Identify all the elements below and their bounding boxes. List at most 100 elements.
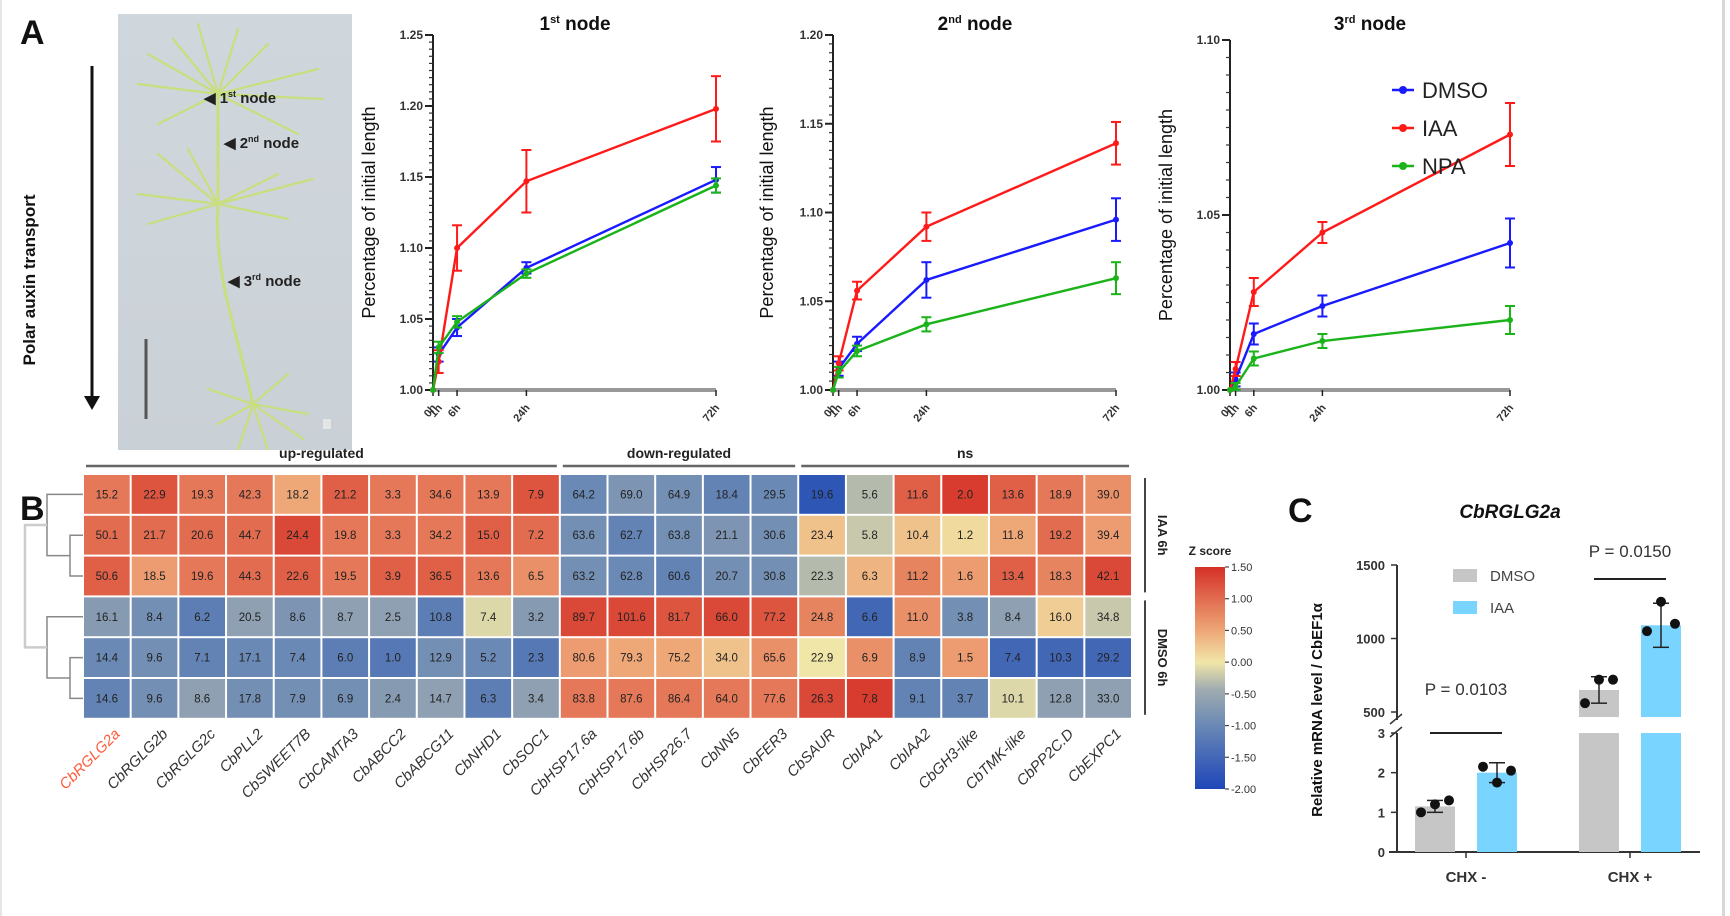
heatmap-cell bbox=[846, 597, 893, 637]
heatmap-cell bbox=[131, 556, 178, 596]
heatmap-cell-value: 19.2 bbox=[1049, 530, 1071, 542]
heatmap-cell bbox=[513, 597, 559, 637]
bar-x-tick-label: CHX + bbox=[1608, 869, 1653, 886]
heatmap-cell-value: 65.6 bbox=[763, 653, 785, 665]
heatmap-cell-value: 101.6 bbox=[617, 612, 646, 624]
node3-point-iaa bbox=[1250, 289, 1257, 295]
heatmap-cell-value: 8.6 bbox=[290, 612, 306, 624]
heatmap-cell bbox=[751, 556, 798, 596]
node1-number: 1 bbox=[219, 90, 229, 107]
node1-point-iaa bbox=[523, 178, 530, 185]
bar-legend-swatch-dmso bbox=[1453, 569, 1477, 582]
heatmap-cell-value: 9.6 bbox=[147, 693, 163, 705]
heatmap-cell-value: 34.0 bbox=[716, 653, 738, 665]
heatmap-cell bbox=[894, 679, 941, 718]
heatmap-cell-value: 10.3 bbox=[1049, 653, 1071, 665]
heatmap-cell bbox=[989, 679, 1036, 718]
heatmap-cell bbox=[1037, 515, 1084, 555]
node3-point-npa bbox=[1507, 317, 1513, 323]
heatmap-cell-value: 6.5 bbox=[528, 571, 544, 583]
heatmap-cell bbox=[513, 515, 559, 555]
node3-text: node bbox=[265, 273, 302, 290]
heatmap-cell-value: 9.6 bbox=[147, 653, 163, 665]
heatmap-cell bbox=[1037, 556, 1084, 596]
heatmap-cell bbox=[703, 638, 750, 677]
node2-ylabel: Percentage of initial length bbox=[757, 106, 777, 318]
heatmap-cell bbox=[608, 475, 655, 514]
bar-data-point bbox=[1608, 674, 1618, 685]
bar-y-tick-label: 3 bbox=[1378, 726, 1385, 741]
heatmap-cell bbox=[799, 475, 845, 514]
heatmap-cell bbox=[1085, 475, 1131, 514]
node3-number: 3 bbox=[243, 273, 253, 290]
heatmap-cell bbox=[465, 597, 512, 637]
heatmap-cell bbox=[131, 679, 178, 718]
heatmap-cell bbox=[131, 597, 178, 637]
heatmap-cell bbox=[179, 679, 226, 718]
node2-y-tick-label: 1.20 bbox=[800, 28, 824, 42]
left-border bbox=[0, 0, 2, 916]
node2-point-npa bbox=[830, 387, 836, 393]
heatmap-cell bbox=[417, 679, 464, 718]
heatmap-cell bbox=[846, 556, 893, 596]
p-value-annotation: P = 0.0150 bbox=[1589, 542, 1671, 561]
heatmap-cell bbox=[370, 597, 416, 637]
heatmap-cell-value: 12.9 bbox=[429, 653, 451, 665]
heatmap-cell-value: 81.7 bbox=[668, 612, 690, 624]
heatmap-cell-value: 1.5 bbox=[957, 653, 973, 665]
heatmap-cell-value: 30.8 bbox=[763, 571, 785, 583]
heatmap-cell-value: 10.1 bbox=[1002, 693, 1024, 705]
heatmap-cell-value: 15.0 bbox=[477, 530, 499, 542]
heatmap-cell-value: 6.3 bbox=[862, 571, 878, 583]
heatmap-cell bbox=[989, 638, 1036, 677]
heatmap-cell-value: 83.8 bbox=[572, 693, 594, 705]
heatmap-cell bbox=[608, 597, 655, 637]
heatmap-cell bbox=[942, 597, 988, 637]
heatmap-cell bbox=[84, 597, 130, 637]
heatmap-cell-value: 36.5 bbox=[429, 571, 451, 583]
heatmap-cell-value: 11.6 bbox=[907, 489, 929, 501]
heatmap-cell-value: 21.1 bbox=[716, 530, 738, 542]
heatmap-cell bbox=[465, 556, 512, 596]
node3-point-iaa bbox=[1319, 229, 1326, 236]
heatmap-cell-value: 7.8 bbox=[862, 693, 878, 705]
heatmap-cell bbox=[656, 679, 702, 718]
node3-legend-label-dmso: DMSO bbox=[1422, 78, 1488, 103]
heatmap-cell-value: 22.9 bbox=[143, 489, 165, 501]
heatmap-cell bbox=[370, 475, 416, 514]
colorbar-tick-label: -2.00 bbox=[1231, 784, 1256, 796]
heatmap-cell-value: 10.4 bbox=[906, 530, 929, 542]
heatmap-cell-value: 22.3 bbox=[811, 571, 833, 583]
heatmap-cell-value: 14.4 bbox=[96, 653, 119, 665]
heatmap-cell bbox=[846, 475, 893, 514]
bar-y-tick-label: 0 bbox=[1378, 845, 1385, 860]
heatmap-cell-value: 60.6 bbox=[668, 571, 690, 583]
heatmap-cell-value: 62.8 bbox=[620, 571, 642, 583]
bar-y-tick-label: 1000 bbox=[1356, 632, 1385, 647]
node1-ylabel: Percentage of initial length bbox=[359, 106, 379, 318]
heatmap-cell bbox=[179, 515, 226, 555]
heatmap-cell-value: 14.7 bbox=[429, 693, 451, 705]
heatmap-cell-value: 2.5 bbox=[385, 612, 401, 624]
heatmap-cell-value: 69.0 bbox=[620, 489, 642, 501]
heatmap-cell-value: 64.0 bbox=[716, 693, 738, 705]
p-value-annotation: P = 0.0103 bbox=[1425, 680, 1507, 699]
bar-y-tick-label: 500 bbox=[1363, 705, 1385, 720]
heatmap-cell-value: 24.4 bbox=[286, 530, 309, 542]
node1-point-npa bbox=[435, 344, 442, 351]
node3-legend-label-npa: NPA bbox=[1422, 154, 1466, 179]
node2-y-tick-label: 1.15 bbox=[800, 117, 824, 131]
heatmap-cell-value: 11.8 bbox=[1002, 530, 1024, 542]
heatmap-cell bbox=[751, 638, 798, 677]
bar-data-point bbox=[1642, 626, 1652, 637]
heatmap-cell-value: 19.8 bbox=[334, 530, 356, 542]
heatmap-cell-value: 22.9 bbox=[811, 653, 833, 665]
node1-y-tick-label: 1.05 bbox=[400, 312, 424, 326]
heatmap-cell bbox=[84, 515, 130, 555]
heatmap-cell bbox=[751, 597, 798, 637]
node1-title: 1st node bbox=[539, 14, 610, 35]
colorbar-tick-label: 1.00 bbox=[1231, 594, 1252, 606]
heatmap-cell bbox=[942, 556, 988, 596]
